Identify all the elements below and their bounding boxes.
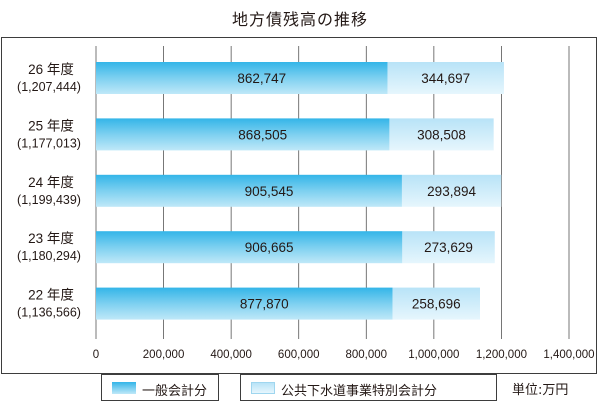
legend-series-2: 公共下水道事業特別会計分 bbox=[240, 374, 497, 401]
bar-series-1 bbox=[96, 231, 403, 264]
bar-value-label: 293,894 bbox=[427, 184, 476, 199]
category-total-label: (1,177,013) bbox=[17, 136, 81, 150]
bar-series-1 bbox=[96, 118, 390, 151]
x-tick-label: 1,200,000 bbox=[476, 349, 527, 361]
chart-title: 地方債残高の推移 bbox=[231, 10, 368, 29]
bar-value-label: 344,697 bbox=[421, 71, 470, 86]
bar-value-label: 868,505 bbox=[238, 127, 287, 142]
category-total-label: (1,199,439) bbox=[17, 193, 81, 207]
category-label: 26 年度 bbox=[28, 62, 74, 77]
bar-series-2 bbox=[392, 287, 480, 320]
x-tick-label: 1,000,000 bbox=[408, 349, 459, 361]
legend-series-1: 一般会計分 bbox=[101, 374, 219, 401]
x-tick-label: 200,000 bbox=[143, 349, 185, 361]
plot-frame bbox=[1, 37, 597, 374]
category-total-label: (1,136,566) bbox=[17, 306, 81, 320]
bar-value-label: 877,870 bbox=[240, 297, 289, 312]
bar-series-1 bbox=[96, 174, 402, 207]
chart-svg: 0 200,000 400,000 600,000 800,000 1,000,000 1,… bbox=[17, 46, 595, 361]
bar-series-2 bbox=[402, 231, 495, 264]
category-total-label: (1,207,444) bbox=[17, 80, 81, 94]
bar-value-label: 308,508 bbox=[417, 127, 466, 142]
bar-value-label: 258,696 bbox=[412, 297, 461, 312]
bar-value-label: 273,629 bbox=[424, 240, 473, 255]
category-total-label: (1,180,294) bbox=[17, 249, 81, 263]
bar-series-1 bbox=[96, 287, 393, 320]
bar-value-label: 862,747 bbox=[237, 71, 286, 86]
category-label: 24 年度 bbox=[28, 175, 74, 190]
bar-series-2 bbox=[389, 118, 494, 151]
x-tick-label: 600,000 bbox=[278, 349, 320, 361]
legend-swatch-series-1 bbox=[112, 382, 136, 394]
bar-series-2 bbox=[387, 62, 504, 94]
bar-value-label: 906,665 bbox=[245, 240, 294, 255]
category-label: 25 年度 bbox=[28, 118, 74, 133]
bar-value-label: 905,545 bbox=[245, 184, 294, 199]
bar-series-2 bbox=[401, 174, 502, 207]
x-tick-label: 800,000 bbox=[345, 349, 387, 361]
x-tick-label: 400,000 bbox=[210, 349, 252, 361]
x-tick-label: 0 bbox=[93, 349, 99, 361]
legend-label-series-1: 一般会計分 bbox=[142, 384, 208, 399]
category-label: 22 年度 bbox=[28, 288, 74, 303]
legend-swatch-series-2 bbox=[251, 382, 275, 394]
bar-layer bbox=[96, 62, 504, 320]
category-label: 23 年度 bbox=[28, 231, 74, 246]
legend-label-series-2: 公共下水道事業特別会計分 bbox=[281, 384, 438, 399]
x-tick-label: 1,400,000 bbox=[543, 349, 594, 361]
unit-label: 単位:万円 bbox=[512, 383, 569, 398]
bar-series-1 bbox=[96, 62, 388, 94]
label-layer: 0 200,000 400,000 600,000 800,000 1,000,000 1,… bbox=[17, 62, 595, 361]
